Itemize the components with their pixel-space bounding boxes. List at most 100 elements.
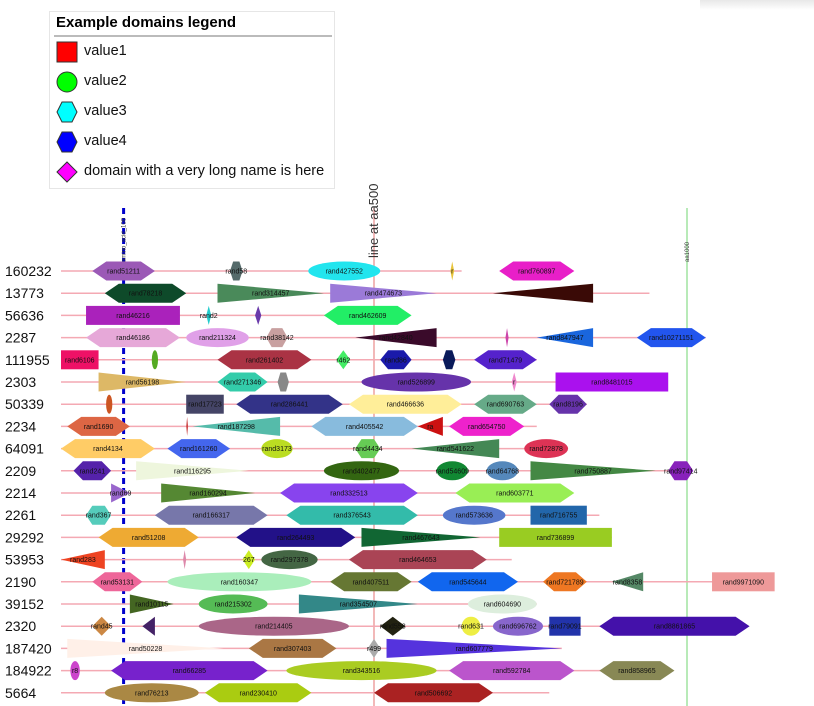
domain-hexagon[interactable] [86,505,112,525]
domain-triangle-left[interactable] [355,328,437,348]
domain-triangle[interactable] [161,483,256,503]
domain-diamond[interactable] [367,638,381,658]
domain-hexagon[interactable] [248,638,337,658]
domain-hexagon[interactable] [61,439,155,459]
domain-hexagon[interactable] [543,572,587,592]
domain-triangle[interactable] [330,283,437,303]
domain-hexagon[interactable] [599,616,750,636]
domain-diamond[interactable] [186,416,189,436]
domain-hexagon[interactable] [86,328,180,348]
domain-triangle[interactable] [111,483,130,503]
domain-triangle[interactable] [98,372,187,392]
domain-triangle-left[interactable] [536,328,594,348]
domain-ellipse[interactable] [461,616,481,636]
domain-ellipse[interactable] [286,661,437,681]
domain-diamond[interactable] [242,550,256,570]
domain-hexagon[interactable] [92,261,155,281]
domain-ellipse[interactable] [70,661,80,681]
domain-hexagon[interactable] [236,394,343,414]
domain-hexagon[interactable] [104,283,187,303]
domain-ellipse[interactable] [186,328,249,348]
domain-ellipse[interactable] [261,550,318,570]
domain-hexagon[interactable] [98,527,199,547]
domain-hexagon[interactable] [636,328,706,348]
domain-hexagon[interactable] [204,683,312,703]
domain-hexagon[interactable] [277,372,289,392]
domain-hexagon[interactable] [549,394,587,414]
domain-hexagon[interactable] [442,350,456,370]
domain-hexagon[interactable] [286,505,418,525]
domain-ellipse[interactable] [151,350,159,370]
domain-ellipse[interactable] [436,461,468,481]
domain-hexagon[interactable] [236,527,356,547]
domain-hexagon[interactable] [417,572,518,592]
domain-diamond[interactable] [255,305,262,325]
domain-triangle[interactable] [530,461,656,481]
domain-triangle-left[interactable] [61,550,105,570]
domain-hexagon[interactable] [92,572,143,592]
domain-square[interactable] [499,527,612,547]
domain-triangle[interactable] [129,594,174,614]
domain-square[interactable] [549,616,581,636]
domain-hexagon[interactable] [67,416,130,436]
domain-diamond[interactable] [183,550,187,570]
domain-hexagon[interactable] [311,416,418,436]
domain-hexagon[interactable] [455,483,575,503]
domain-diamond[interactable] [450,261,455,281]
domain-hexagon[interactable] [167,439,231,459]
domain-hexagon[interactable] [449,661,575,681]
domain-diamond[interactable] [336,350,351,370]
domain-triangle-left[interactable] [492,283,594,303]
domain-hexagon[interactable] [348,394,462,414]
domain-hexagon[interactable] [323,305,412,325]
domain-hexagon[interactable] [217,372,268,392]
domain-ellipse[interactable] [261,439,293,459]
domain-diamond[interactable] [505,328,509,348]
domain-triangle[interactable] [386,638,562,658]
domain-triangle[interactable] [361,527,481,547]
domain-hexagon[interactable] [449,416,525,436]
domain-hexagon[interactable] [330,572,412,592]
domain-hexagon[interactable] [154,505,268,525]
domain-ellipse[interactable] [467,594,537,614]
domain-ellipse[interactable] [323,461,400,481]
domain-diamond[interactable] [92,616,112,636]
domain-hexagon[interactable] [374,683,493,703]
domain-hexagon[interactable] [474,394,537,414]
domain-triangle[interactable] [298,594,418,614]
domain-hexagon[interactable] [73,461,112,481]
domain-hexagon[interactable] [280,483,418,503]
domain-square[interactable] [86,305,180,325]
domain-hexagon[interactable] [474,350,537,370]
domain-hexagon[interactable] [599,661,675,681]
domain-triangle[interactable] [217,283,324,303]
domain-ellipse[interactable] [524,439,569,459]
domain-triangle-left[interactable] [417,416,443,436]
domain-triangle-left[interactable] [611,572,644,592]
domain-hexagon[interactable] [499,261,575,281]
domain-ellipse[interactable] [442,505,506,525]
domain-diamond[interactable] [206,305,212,325]
domain-ellipse[interactable] [198,594,268,614]
domain-diamond[interactable] [380,616,406,636]
domain-triangle[interactable] [136,461,249,481]
domain-hexagon[interactable] [355,439,381,459]
domain-square[interactable] [712,572,775,592]
domain-ellipse[interactable] [361,372,472,392]
domain-hexagon[interactable] [266,328,288,348]
domain-ellipse[interactable] [492,616,544,636]
domain-ellipse[interactable] [198,616,349,636]
domain-triangle[interactable] [67,638,224,658]
domain-ellipse[interactable] [308,261,381,281]
domain-hexagon[interactable] [380,350,412,370]
domain-triangle-left[interactable] [192,416,281,436]
domain-square[interactable] [530,505,587,525]
domain-hexagon[interactable] [230,261,243,281]
domain-ellipse[interactable] [167,572,312,592]
domain-hexagon[interactable] [668,461,694,481]
domain-ellipse[interactable] [106,394,113,414]
domain-ellipse[interactable] [104,683,199,703]
domain-square[interactable] [186,394,224,414]
domain-square[interactable] [555,372,669,392]
domain-square[interactable] [61,350,99,370]
